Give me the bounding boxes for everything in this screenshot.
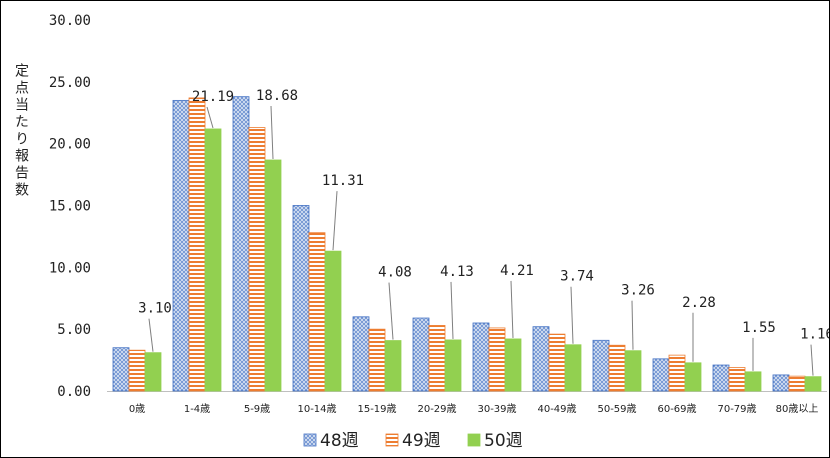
y-tick-label: 30.00 xyxy=(49,13,91,29)
bar-48週-15-19歳 xyxy=(352,316,370,392)
data-label-leader xyxy=(148,318,154,352)
data-labels: 3.10 21.19 18.68 11.31 4.08 4.13 4.21 3.74 3.26 2… xyxy=(138,88,830,343)
data-label-leaders xyxy=(148,105,814,376)
y-axis-title-text: 定点当たり報告数 xyxy=(13,63,29,199)
data-label: 1.55 xyxy=(742,320,776,336)
bar-49週-80歳以上 xyxy=(788,375,806,392)
x-axis-labels: 0歳 1-4歳 5-9歳 10-14歳 15-19歳 20-29歳 30-39歳 40-49歳… xyxy=(129,403,819,415)
legend-swatch xyxy=(467,433,481,447)
y-tick-label: 10.00 xyxy=(49,260,91,276)
data-label-leader xyxy=(450,281,454,339)
bar-50週-60-69歳 xyxy=(684,362,702,392)
y-tick-label: 25.00 xyxy=(49,75,91,91)
x-tick-label: 5-9歳 xyxy=(244,403,270,415)
bar-49週-50-59歳 xyxy=(608,344,626,392)
data-label-leader xyxy=(388,282,394,340)
data-label: 3.10 xyxy=(138,301,172,317)
bar-49週-1-4歳 xyxy=(188,97,206,392)
bars xyxy=(112,96,822,392)
bar-48週-0歳 xyxy=(112,347,130,392)
y-tick-label: 15.00 xyxy=(49,199,91,215)
data-label: 4.21 xyxy=(500,263,534,279)
legend: 48週 49週 50週 xyxy=(303,431,523,451)
bar-48週-40-49歳 xyxy=(532,326,550,392)
bar-48週-10-14歳 xyxy=(292,205,310,392)
data-label: 21.19 xyxy=(192,89,234,105)
x-tick-label: 0歳 xyxy=(129,403,145,415)
bar-48週-5-9歳 xyxy=(232,96,250,392)
bar-49週-10-14歳 xyxy=(308,232,326,392)
bar-48週-80歳以上 xyxy=(772,374,790,392)
bar-49週-5-9歳 xyxy=(248,127,266,392)
x-tick-label: 15-19歳 xyxy=(357,403,396,415)
x-tick-label: 1-4歳 xyxy=(184,403,210,415)
bar-50週-1-4歳 xyxy=(204,128,222,392)
x-tick-label: 40-49歳 xyxy=(537,403,576,415)
bar-49週-0歳 xyxy=(128,349,146,392)
bar-49週-60-69歳 xyxy=(668,354,686,392)
bar-49週-70-79歳 xyxy=(728,367,746,392)
x-tick-label: 70-79歳 xyxy=(717,403,756,415)
data-label: 1.16 xyxy=(800,327,830,343)
legend-label: 48週 xyxy=(320,431,359,451)
bar-48週-30-39歳 xyxy=(472,322,490,392)
legend-swatch xyxy=(303,433,317,447)
bar-50週-5-9歳 xyxy=(264,159,282,392)
x-tick-label: 20-29歳 xyxy=(417,403,456,415)
data-label: 18.68 xyxy=(256,88,298,104)
bar-50週-30-39歳 xyxy=(504,338,522,392)
legend-swatch xyxy=(385,433,399,447)
bar-48週-20-29歳 xyxy=(412,317,430,392)
data-label: 11.31 xyxy=(322,173,364,189)
y-tick-label: 5.00 xyxy=(57,322,91,338)
data-label: 3.26 xyxy=(621,283,655,299)
legend-label: 50週 xyxy=(484,431,523,451)
y-tick-label: 0.00 xyxy=(57,384,91,400)
data-label: 4.08 xyxy=(378,265,412,281)
data-label: 3.74 xyxy=(560,269,594,285)
data-label: 2.28 xyxy=(682,295,716,311)
x-tick-label: 60-69歳 xyxy=(657,403,696,415)
bar-50週-70-79歳 xyxy=(744,371,762,392)
data-label-leader xyxy=(332,191,338,251)
bar-50週-10-14歳 xyxy=(324,250,342,392)
y-axis-ticks: 0.00 5.00 10.00 15.00 20.00 25.00 30.00 xyxy=(49,13,91,400)
x-tick-label: 80歳以上 xyxy=(776,403,819,415)
bar-50週-40-49歳 xyxy=(564,344,582,392)
bar-48週-50-59歳 xyxy=(592,339,610,392)
x-tick-label: 50-59歳 xyxy=(597,403,636,415)
y-tick-label: 20.00 xyxy=(49,137,91,153)
data-label: 4.13 xyxy=(440,264,474,280)
data-label-leader xyxy=(810,344,814,376)
data-label-leader xyxy=(206,106,214,129)
bar-48週-70-79歳 xyxy=(712,364,730,392)
y-axis-title: 定点当たり報告数 xyxy=(13,63,29,199)
bar-48週-60-69歳 xyxy=(652,358,670,392)
data-label-leader xyxy=(570,286,574,344)
bar-50週-0歳 xyxy=(144,352,162,392)
bar-49週-15-19歳 xyxy=(368,328,386,392)
data-label-leader xyxy=(631,300,634,350)
bar-50週-20-29歳 xyxy=(444,339,462,392)
x-tick-label: 30-39歳 xyxy=(477,403,516,415)
legend-label: 49週 xyxy=(402,431,441,451)
data-label-leader xyxy=(270,105,274,160)
bar-49週-40-49歳 xyxy=(548,333,566,392)
bar-49週-20-29歳 xyxy=(428,325,446,392)
data-label-leader xyxy=(510,280,514,338)
bar-50週-15-19歳 xyxy=(384,340,402,392)
bar-50週-50-59歳 xyxy=(624,350,642,392)
bar-50週-80歳以上 xyxy=(804,376,822,392)
x-tick-label: 10-14歳 xyxy=(297,403,336,415)
bar-49週-30-39歳 xyxy=(488,327,506,392)
bar-48週-1-4歳 xyxy=(172,99,190,392)
